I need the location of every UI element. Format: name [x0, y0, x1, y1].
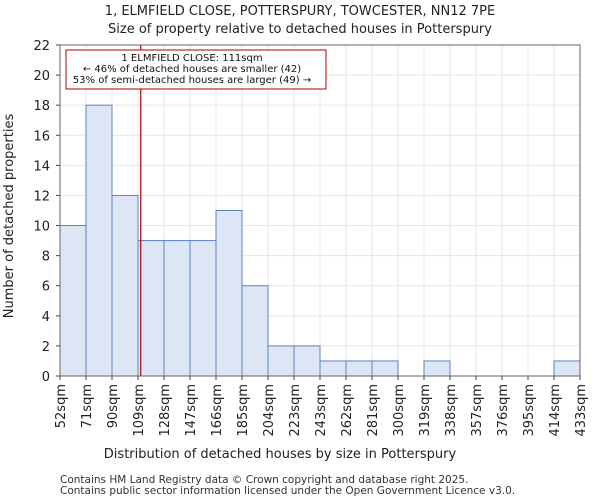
y-tick-label-0: 0 — [42, 370, 50, 385]
bar-414sqm — [553, 360, 581, 377]
bar-128sqm — [163, 240, 191, 377]
bar-52sqm — [59, 225, 87, 377]
x-tick-label-9: 223sqm — [288, 384, 303, 437]
x-axis-label: Distribution of detached houses by size … — [104, 447, 457, 462]
y-tick-label-11: 22 — [33, 39, 50, 54]
x-tick-label-4: 128sqm — [158, 384, 173, 437]
bar-109sqm — [137, 240, 165, 377]
x-tick-label-12: 281sqm — [366, 384, 381, 437]
bar-204sqm — [267, 345, 295, 377]
x-tick-label-18: 395sqm — [522, 384, 537, 437]
x-tick-label-17: 376sqm — [496, 384, 511, 437]
bar-147sqm — [189, 240, 217, 377]
y-tick-label-6: 12 — [33, 189, 50, 204]
bar-281sqm — [371, 360, 399, 377]
annotation-frame — [65, 49, 327, 90]
x-tick-label-0: 52sqm — [54, 384, 69, 428]
footer-line-2: Contains public sector information licen… — [60, 485, 515, 497]
plot-frame — [59, 44, 581, 377]
y-axis-label: Number of detached properties — [2, 114, 17, 319]
bar-71sqm — [85, 104, 113, 377]
x-tick-label-6: 166sqm — [210, 384, 225, 437]
x-tick-label-19: 414sqm — [548, 384, 563, 437]
y-ticks: 0 2 4 6 8 10 12 14 16 18 20 22 — [33, 39, 60, 385]
annotation-line-3: 53% of semi-detached houses are larger (… — [73, 75, 311, 86]
bar-262sqm — [345, 360, 373, 377]
footer-line-1: Contains HM Land Registry data © Crown c… — [60, 474, 468, 486]
y-tick-label-3: 6 — [42, 280, 50, 295]
x-tick-label-1: 71sqm — [80, 384, 95, 428]
x-tick-label-5: 147sqm — [184, 384, 199, 437]
x-tick-label-16: 357sqm — [470, 384, 485, 437]
x-tick-label-15: 338sqm — [444, 384, 459, 437]
y-tick-label-4: 8 — [42, 250, 50, 265]
y-tick-label-10: 20 — [33, 69, 50, 84]
y-tick-label-8: 16 — [33, 129, 50, 144]
bar-223sqm — [293, 345, 321, 377]
annotation-box: 1 ELMFIELD CLOSE: 111sqm ← 46% of detach… — [65, 49, 327, 90]
x-tick-label-14: 319sqm — [418, 384, 433, 437]
x-tick-label-10: 243sqm — [314, 384, 329, 437]
x-tick-label-2: 90sqm — [106, 384, 121, 428]
x-tick-label-13: 300sqm — [392, 384, 407, 437]
bar-243sqm — [319, 360, 347, 377]
x-tick-label-7: 185sqm — [236, 384, 251, 437]
y-tick-label-9: 18 — [33, 99, 50, 114]
bar-319sqm — [423, 360, 451, 377]
x-tick-label-3: 109sqm — [132, 384, 147, 437]
annotation-line-1: 1 ELMFIELD CLOSE: 111sqm — [121, 53, 262, 64]
x-tick-label-8: 204sqm — [262, 384, 277, 437]
y-tick-label-7: 14 — [33, 159, 50, 174]
y-tick-label-5: 10 — [33, 220, 50, 235]
bar-185sqm — [241, 285, 269, 377]
bar-90sqm — [111, 194, 139, 377]
x-tick-label-11: 262sqm — [340, 384, 355, 437]
y-tick-label-2: 4 — [42, 310, 50, 325]
annotation-line-2: ← 46% of detached houses are smaller (42… — [83, 64, 301, 75]
chart-title: 1, ELMFIELD CLOSE, POTTERSPURY, TOWCESTE… — [105, 4, 495, 19]
bars — [59, 104, 581, 377]
x-tick-label-20: 433sqm — [574, 384, 589, 437]
x-ticks: 52sqm 71sqm 90sqm 109sqm 128sqm 147sqm 166sqm 1… — [54, 376, 589, 437]
chart-subtitle: Size of property relative to detached ho… — [108, 22, 492, 37]
y-tick-label-1: 2 — [42, 340, 50, 355]
bar-166sqm — [215, 210, 243, 377]
